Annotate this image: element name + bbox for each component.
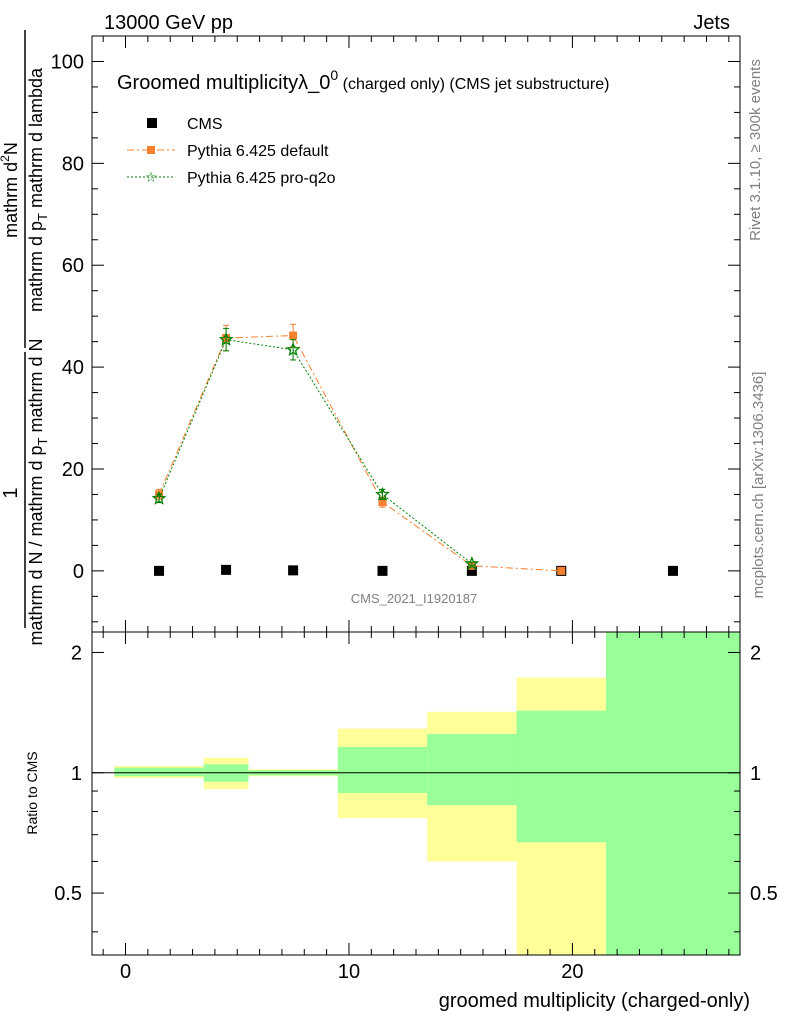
ylabel-denominator-main: mathrm d p bbox=[26, 221, 46, 312]
legend-pythia-default-marker bbox=[147, 146, 155, 154]
ratio-x-tick-label: 10 bbox=[338, 961, 360, 983]
series-layer bbox=[151, 323, 678, 576]
main-y-axis: 0 20 40 60 80 100 bbox=[51, 51, 740, 623]
analysis-watermark: CMS_2021_I1920187 bbox=[351, 591, 478, 606]
cms-point bbox=[221, 564, 232, 575]
ylabel-numerator: mathrm d2N bbox=[0, 142, 21, 238]
ylabel-denominator: mathrm d pT mathrm d lambda bbox=[26, 67, 50, 312]
rivet-version-label: Rivet 3.1.10, ≥ 300k events bbox=[747, 59, 764, 241]
pythia-6-425-default-point bbox=[378, 498, 387, 507]
pythia-6-425-pro-q2o-line bbox=[158, 339, 473, 565]
ylabel-prefix-numerator: 1 bbox=[0, 487, 22, 498]
ylabel-numerator-base: mathrm d bbox=[1, 162, 21, 238]
header-energy-label: 13000 GeV pp bbox=[104, 12, 233, 34]
legend-cms-label: CMS bbox=[187, 116, 223, 133]
main-y-tick-label: 80 bbox=[62, 153, 84, 175]
cms-point bbox=[466, 565, 477, 576]
ratio-y-tick-label: 2 bbox=[71, 642, 82, 664]
ylabel-prefix-denominator-tail: mathrm d N bbox=[26, 338, 46, 437]
main-panel: 0 20 40 60 80 100 CMS_2021_I1920187 Groomed m… bbox=[51, 35, 741, 633]
pythia-6-425-pro-q2o-point bbox=[285, 342, 301, 356]
pythia-6-425-pro-q2o-point bbox=[464, 555, 480, 571]
pythia-6-425-default-line bbox=[158, 335, 562, 572]
ratio-band-green bbox=[605, 632, 740, 955]
ylabel-denominator-sub: T bbox=[35, 213, 50, 221]
legend-pythia-proq2o-marker: ☆ bbox=[145, 170, 158, 186]
ratio-x-axis: 0 10 20 bbox=[102, 632, 730, 983]
legend-cms-marker bbox=[147, 118, 157, 128]
plot-title-suffix: (charged only) (CMS jet substructure) bbox=[338, 76, 609, 93]
ratio-band-green bbox=[427, 734, 517, 806]
pythia-6-425-pro-q2o-point bbox=[151, 490, 167, 505]
main-y-tick-label: 60 bbox=[62, 255, 84, 277]
pythia-6-425-pro-q2o-point bbox=[375, 486, 390, 501]
header-jets-label: Jets bbox=[693, 12, 730, 34]
legend-pythia-default-label: Pythia 6.425 default bbox=[187, 143, 329, 160]
ratio-y-tick-label: 0.5 bbox=[54, 883, 82, 905]
ratio-y-axis: 0.5 0.5 1 1 2 2 bbox=[54, 642, 778, 933]
ylabel-prefix-denominator-sub: T bbox=[35, 437, 50, 445]
legend-pythia-proq2o-label: Pythia 6.425 pro-q2o bbox=[187, 170, 336, 187]
main-x-ticks bbox=[102, 36, 730, 632]
ratio-y-tick-label-right: 1 bbox=[750, 763, 761, 785]
ratio-x-tick-label: 0 bbox=[120, 961, 131, 983]
ratio-y-tick-label-right: 2 bbox=[750, 642, 761, 664]
ratio-panel: 0.5 0.5 1 1 2 2 0 10 20 Ratio to CMS groomed mu… bbox=[24, 631, 778, 1012]
main-y-tick-label: 100 bbox=[51, 51, 84, 73]
ylabel-denominator-tail: mathrm d lambda bbox=[26, 67, 46, 213]
plot-title-main: Groomed multiplicityλ_0 bbox=[117, 72, 330, 94]
main-y-tick-label: 40 bbox=[62, 357, 84, 379]
ylabel-numerator-sup: 2 bbox=[0, 155, 12, 162]
ratio-bands bbox=[114, 632, 740, 955]
plot-title: Groomed multiplicityλ_00 (charged only) … bbox=[117, 67, 609, 94]
pythia-6-425-pro-q2o-point bbox=[218, 331, 234, 346]
ylabel-numerator-tail: N bbox=[1, 142, 21, 155]
cms-point bbox=[377, 565, 388, 576]
ylabel-prefix-denominator-main: mathrm d N / mathrm d p bbox=[26, 445, 46, 645]
ratio-x-tick-label: 20 bbox=[561, 961, 583, 983]
cms-point bbox=[288, 565, 299, 576]
cms-point bbox=[154, 565, 165, 576]
pythia-6-425-default-point bbox=[289, 331, 298, 340]
ratio-y-tick-label-right: 0.5 bbox=[750, 883, 778, 905]
main-y-tick-label: 20 bbox=[62, 459, 84, 481]
ylabel-prefix-denominator: mathrm d N / mathrm d pT mathrm d N bbox=[26, 338, 50, 645]
x-axis-label: groomed multiplicity (charged-only) bbox=[439, 990, 750, 1012]
main-y-axis-label: 1 mathrm d N / mathrm d pT mathrm d N ma… bbox=[0, 30, 50, 646]
ratio-y-tick-label: 1 bbox=[71, 763, 82, 785]
ratio-band-green bbox=[516, 710, 606, 843]
ratio-band-green bbox=[337, 747, 428, 793]
cms-point bbox=[667, 565, 678, 576]
ratio-y-axis-label: Ratio to CMS bbox=[24, 751, 40, 834]
plot-title-superscript: 0 bbox=[330, 67, 338, 83]
main-y-tick-label: 0 bbox=[73, 561, 84, 583]
pythia-6-425-default-point bbox=[557, 566, 566, 575]
legend: CMS Pythia 6.425 default ☆ Pythia 6.425 … bbox=[127, 116, 336, 187]
ratio-band-green bbox=[114, 767, 204, 777]
mcplots-reference-label: mcplots.cern.ch [arXiv:1306.3436] bbox=[750, 372, 767, 599]
